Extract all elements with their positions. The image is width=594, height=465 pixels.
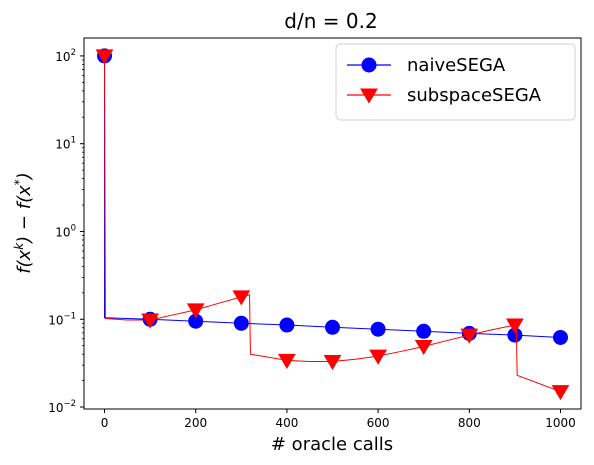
series-layer <box>95 48 570 401</box>
y-axis-title: f(xk) − f(x*) <box>12 172 35 274</box>
data-point-naiveSEGA-5 <box>325 319 340 335</box>
x-axis: 0 200 400 600 800 1000 <box>101 409 576 430</box>
legend: naiveSEGA subspaceSEGA <box>335 43 576 121</box>
x-tick-label-1: 200 <box>184 416 207 430</box>
data-point-naiveSEGA-4 <box>279 317 295 333</box>
y-tick-label-3: 101 <box>55 136 76 152</box>
legend-marker-subspaceSEGA <box>360 88 378 104</box>
x-tick-label-2: 400 <box>275 416 298 430</box>
series-line-subspaceSEGA <box>104 55 561 393</box>
data-point-subspaceSEGA-8 <box>460 328 479 344</box>
data-point-naiveSEGA-6 <box>370 321 386 337</box>
data-point-naiveSEGA-3 <box>233 315 249 331</box>
data-point-subspaceSEGA-0 <box>95 49 114 65</box>
y-tick-label-4: 102 <box>55 48 76 64</box>
data-point-subspaceSEGA-4 <box>278 353 296 369</box>
data-point-subspaceSEGA-9 <box>506 318 524 334</box>
legend-marker-naiveSEGA <box>361 57 377 73</box>
data-point-naiveSEGA-10 <box>552 329 568 345</box>
legend-label-subspaceSEGA: subspaceSEGA <box>407 85 542 106</box>
data-point-subspaceSEGA-1 <box>141 313 159 329</box>
y-tick-label-2: 100 <box>55 223 76 239</box>
data-point-subspaceSEGA-3 <box>232 290 251 306</box>
data-point-subspaceSEGA-7 <box>414 339 433 356</box>
data-point-naiveSEGA-7 <box>416 323 432 339</box>
chart-title: d/n = 0.2 <box>284 9 377 33</box>
series-subspaceSEGA <box>95 49 570 401</box>
data-point-subspaceSEGA-2 <box>186 303 205 319</box>
legend-label-naiveSEGA: naiveSEGA <box>407 55 506 76</box>
x-tick-label-5: 1000 <box>545 416 576 430</box>
x-tick-label-0: 0 <box>101 416 109 430</box>
y-tick-label-0: 10−2 <box>48 399 76 415</box>
plot-frame <box>83 37 582 410</box>
data-point-subspaceSEGA-10 <box>551 385 570 401</box>
x-tick-label-4: 800 <box>458 416 481 430</box>
x-tick-label-3: 600 <box>367 416 390 430</box>
legend-box <box>335 43 576 121</box>
data-point-subspaceSEGA-6 <box>369 349 387 365</box>
y-tick-label-1: 10−1 <box>48 311 76 327</box>
y-axis: 10−2 10−1 100 101 102 <box>48 48 84 415</box>
data-point-subspaceSEGA-5 <box>323 355 342 371</box>
x-axis-title: # oracle calls <box>271 434 393 455</box>
